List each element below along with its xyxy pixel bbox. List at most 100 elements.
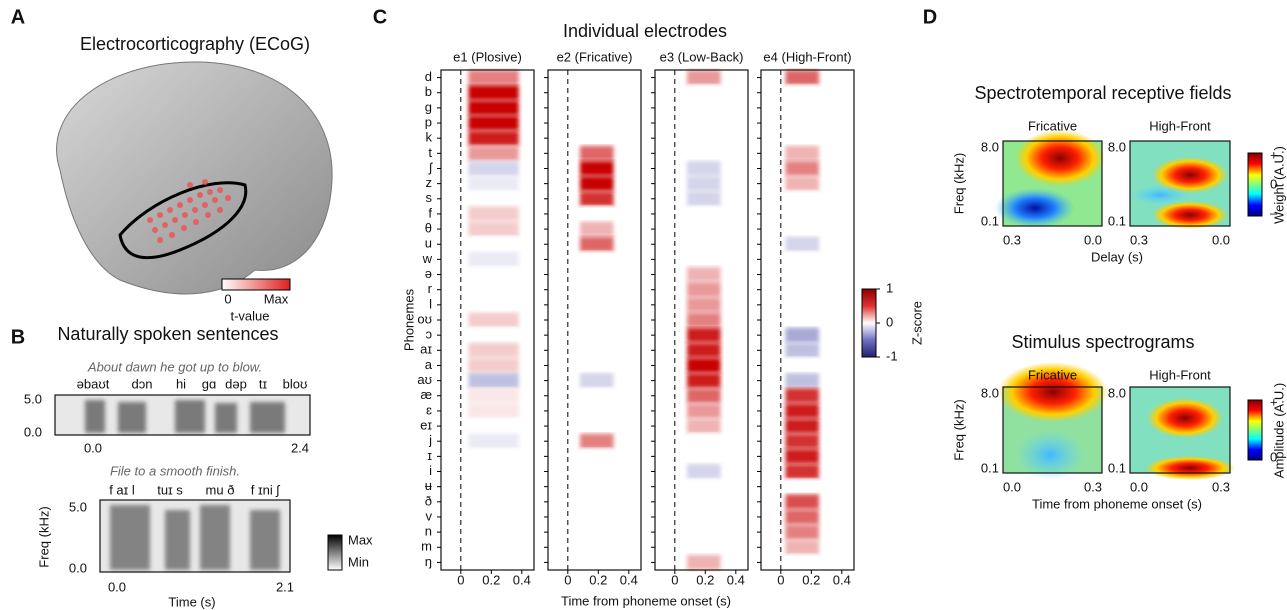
phoneme-label: ʃ xyxy=(428,160,433,175)
phoneme-label: l xyxy=(429,296,432,311)
colorbar-label: Max xyxy=(348,532,373,547)
phoneme-label: ɔ xyxy=(426,327,433,342)
heat-cell xyxy=(468,539,519,555)
phoneme-label: æ xyxy=(420,387,432,402)
heat-cell xyxy=(687,448,721,464)
phonetic-word: əbaʊt xyxy=(77,376,110,391)
y-axis-label: Phonemes xyxy=(401,288,416,351)
heat-cell xyxy=(687,494,721,510)
heat-cell xyxy=(785,433,819,449)
phoneme-label: oʊ xyxy=(417,311,432,326)
phonetic-word: dəp xyxy=(225,376,247,391)
y-tick-label: 0.0 xyxy=(24,424,42,439)
heat-cell xyxy=(785,357,819,374)
strf-images xyxy=(995,130,1235,480)
heat-cell xyxy=(687,160,721,177)
phoneme-label: a xyxy=(425,357,433,372)
heat-cell xyxy=(785,236,819,252)
heat-cell xyxy=(468,403,519,419)
section-title: Stimulus spectrograms xyxy=(1011,332,1194,352)
heat-cell xyxy=(785,100,819,116)
heat-cell xyxy=(580,206,614,222)
phoneme-label: s xyxy=(426,190,433,205)
heat-cell xyxy=(580,539,614,555)
heat-cell xyxy=(687,554,721,570)
heat-cell xyxy=(468,282,519,298)
phonetic-word: hi xyxy=(176,376,186,391)
heat-cell xyxy=(687,176,721,192)
x-tick-label: 0.3 xyxy=(1212,479,1230,494)
heat-cell xyxy=(468,448,519,464)
x-tick-label: 0.4 xyxy=(833,572,851,587)
phoneme-label: j xyxy=(428,433,432,448)
x-tick-label: 0 xyxy=(564,572,571,587)
heat-cell xyxy=(580,403,614,419)
heat-cell xyxy=(580,145,614,161)
x-tick-label: 0.3 xyxy=(1084,479,1102,494)
colorbar-title: Amplitude (A.U.) xyxy=(1271,383,1286,478)
x-tick-label: 0.4 xyxy=(727,572,745,587)
heat-cell xyxy=(687,297,721,313)
x-tick-label: 2.4 xyxy=(291,440,309,455)
heat-cell xyxy=(687,70,721,86)
spectrogram xyxy=(54,394,311,573)
phoneme-label: k xyxy=(426,130,433,145)
phoneme-label: ɛ xyxy=(426,402,432,417)
y-tick-label: 0.1 xyxy=(1108,213,1126,228)
heat-cell xyxy=(580,463,614,480)
heat-cell xyxy=(580,327,614,343)
heat-cell xyxy=(687,206,721,222)
heat-cell xyxy=(468,236,519,252)
heat-cell xyxy=(785,463,819,480)
phoneme-label: aɪ xyxy=(420,342,432,357)
phonetic-word: gɑ xyxy=(202,376,216,391)
x-tick-label: 0 xyxy=(457,572,464,587)
heat-cell xyxy=(687,418,721,434)
heat-cell xyxy=(580,433,614,449)
heat-cell xyxy=(468,115,519,131)
heat-cell xyxy=(687,282,721,298)
heat-cell xyxy=(580,479,614,495)
heat-cell xyxy=(580,100,614,116)
heat-cell xyxy=(580,509,614,525)
heat-cell xyxy=(580,524,614,540)
heat-cell xyxy=(468,251,519,267)
heat-cell xyxy=(468,176,519,192)
heat-cell xyxy=(468,145,519,161)
x-tick-label: 0 xyxy=(777,572,784,587)
electrode-name: e4 (High-Front) xyxy=(763,49,851,64)
phoneme-label: m xyxy=(421,539,432,554)
heat-cell xyxy=(468,327,519,343)
colorbar xyxy=(327,534,343,571)
heat-cell xyxy=(468,85,519,101)
heat-cell xyxy=(785,448,819,464)
phonetic-word: f aɪ l xyxy=(109,482,135,497)
heat-cell xyxy=(468,433,519,449)
heat-cell xyxy=(785,221,819,237)
heat-cell xyxy=(687,266,721,283)
heat-cell xyxy=(580,176,614,192)
colorbar-label: + xyxy=(1270,394,1278,409)
heat-cell xyxy=(687,145,721,161)
heat-cell xyxy=(468,297,519,313)
heat-cell xyxy=(785,206,819,222)
x-tick-label: 0.0 xyxy=(1084,232,1102,247)
y-tick-label: 0.0 xyxy=(69,560,87,575)
y-tick-label: 8.0 xyxy=(1108,139,1126,154)
heat-cell xyxy=(687,85,721,101)
heat-cell xyxy=(687,357,721,374)
heat-cell xyxy=(687,191,721,207)
heat-cell xyxy=(580,418,614,434)
y-tick-label: 5.0 xyxy=(24,391,42,406)
electrode-name: e3 (Low-Back) xyxy=(660,49,744,64)
sentence: About dawn he got up to blow. xyxy=(87,359,262,374)
heat-cell xyxy=(785,479,819,495)
colorbar-label: 0 xyxy=(224,291,231,306)
heat-cell xyxy=(580,160,614,177)
heat-cell xyxy=(468,221,519,237)
heat-cell xyxy=(580,357,614,374)
y-tick-label: 0.1 xyxy=(981,460,999,475)
x-tick-label: 0.0 xyxy=(1130,479,1148,494)
heat-cell xyxy=(580,297,614,313)
